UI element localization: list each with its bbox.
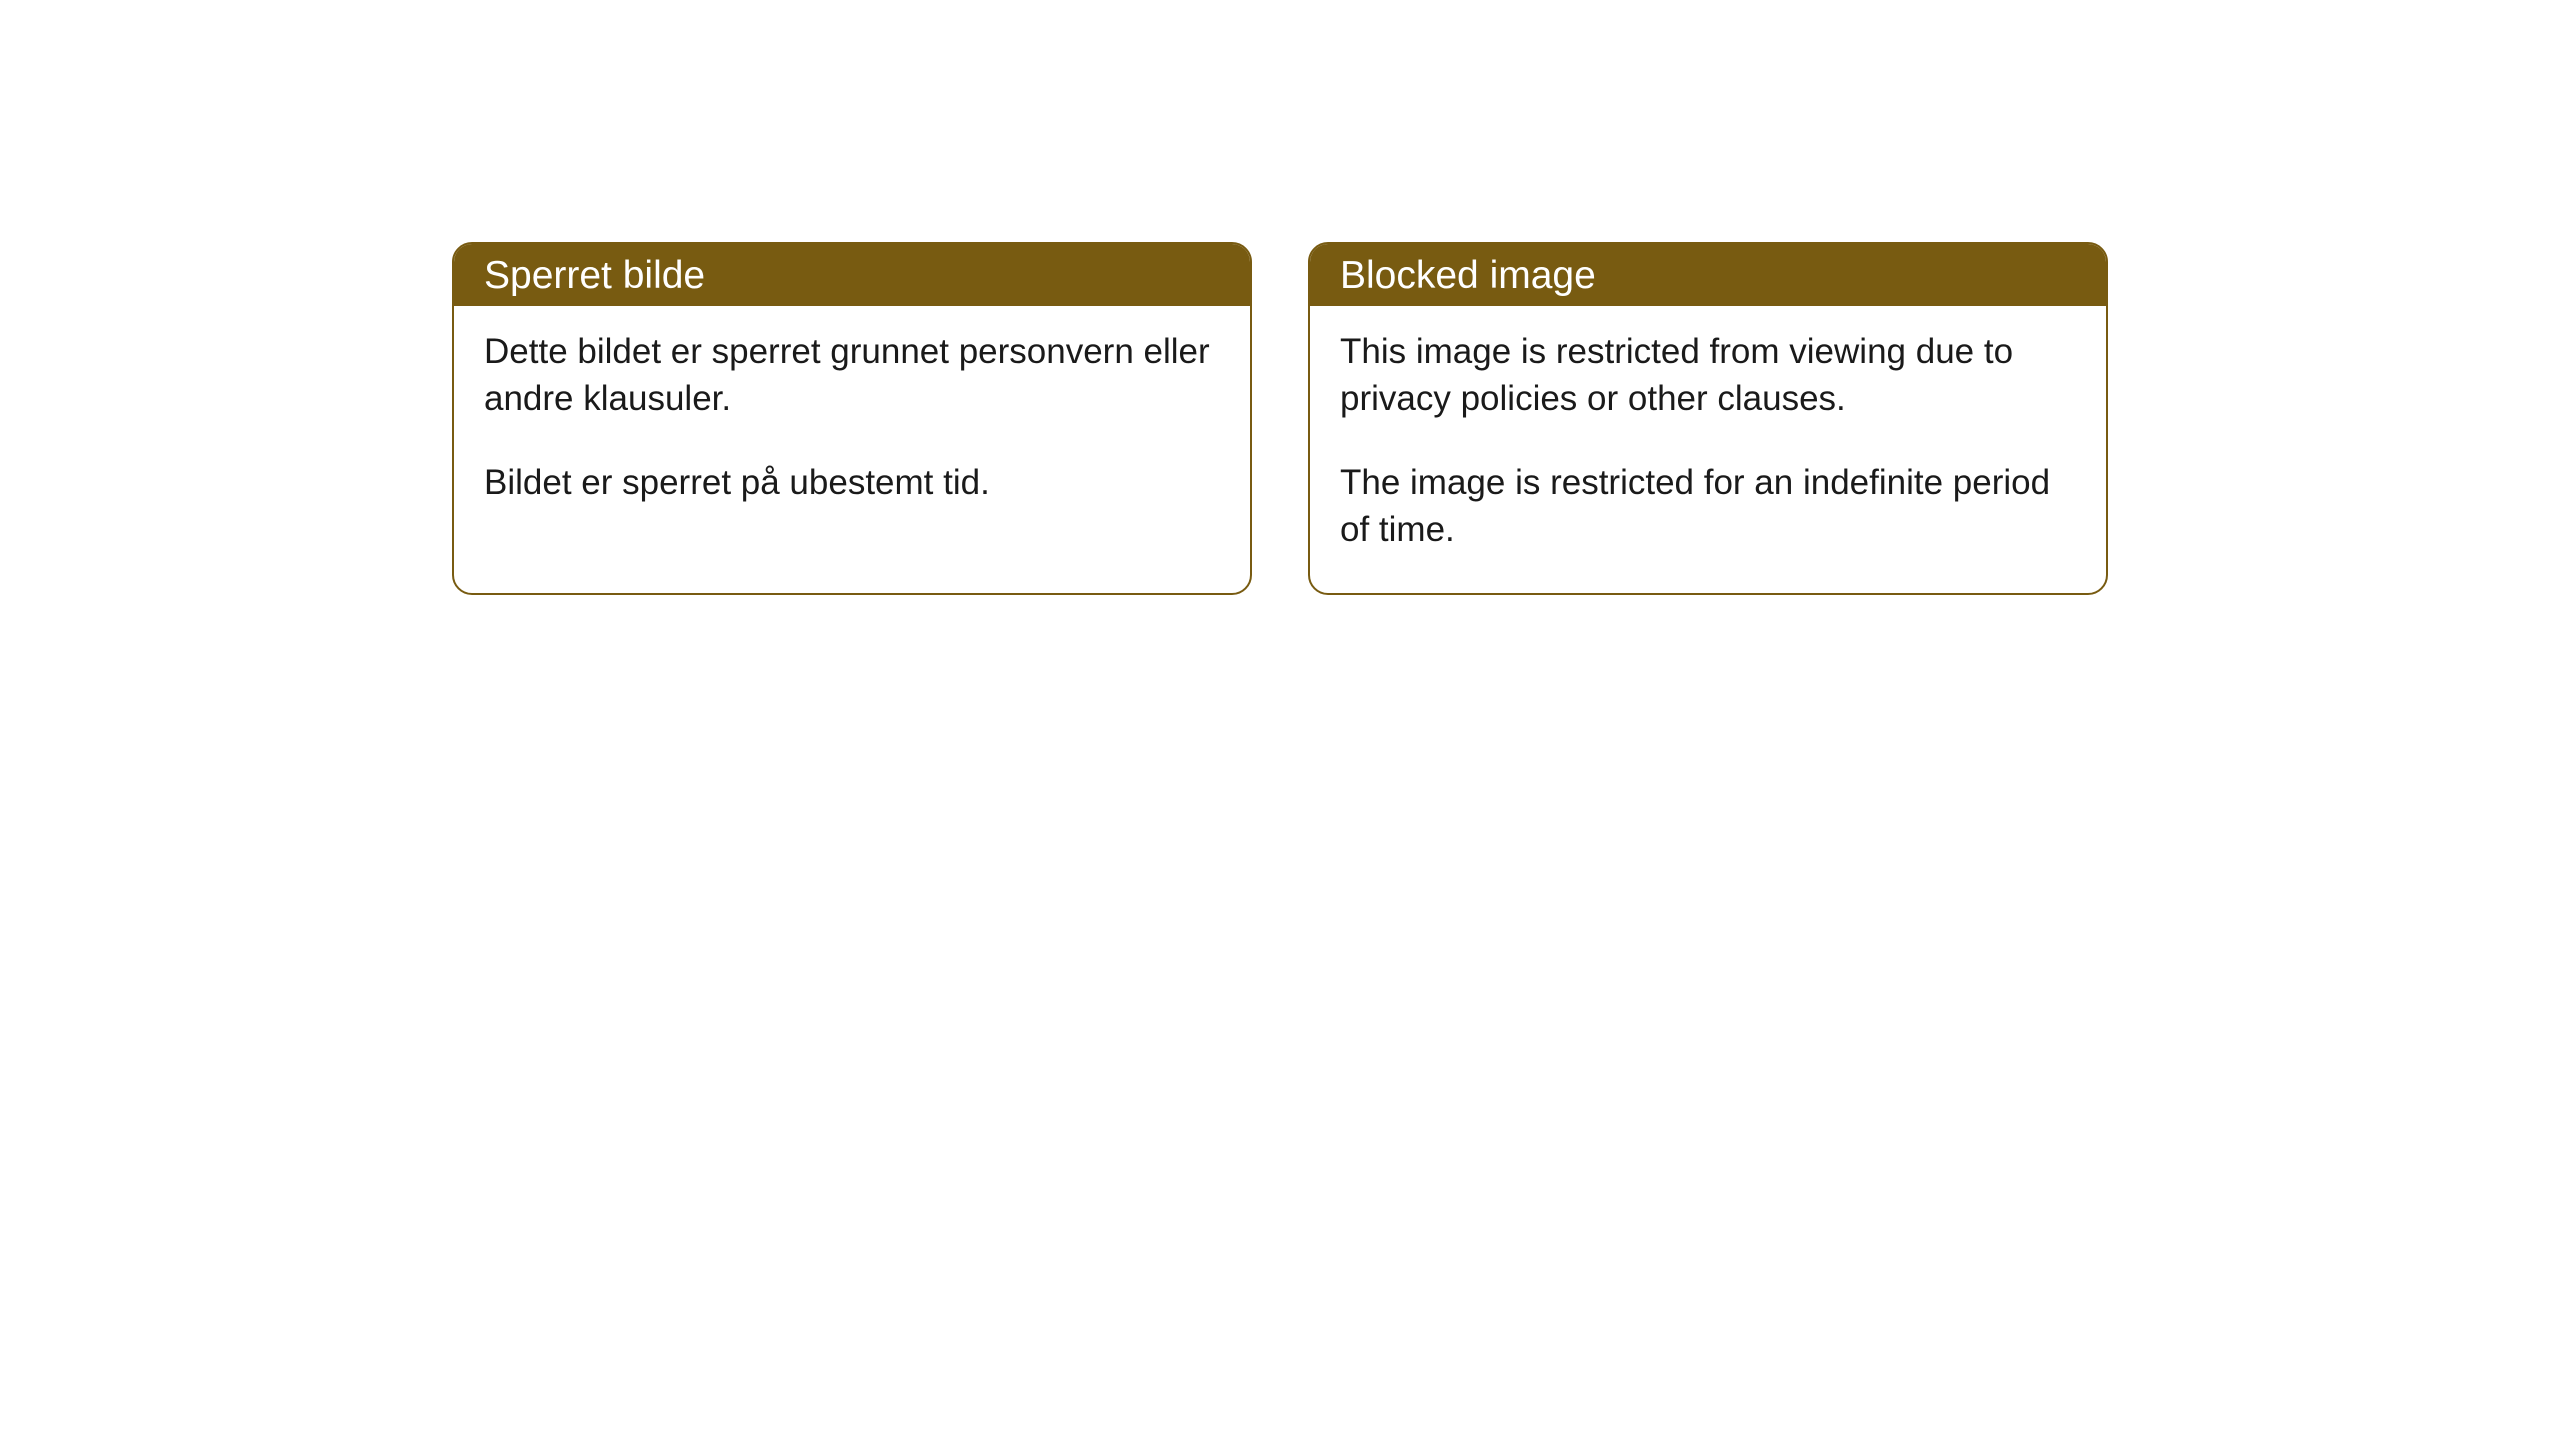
notice-cards-container: Sperret bilde Dette bildet er sperret gr…: [0, 0, 2560, 595]
card-header: Blocked image: [1310, 244, 2106, 306]
card-paragraph: Bildet er sperret på ubestemt tid.: [484, 459, 1220, 506]
card-paragraph: Dette bildet er sperret grunnet personve…: [484, 328, 1220, 423]
card-title: Sperret bilde: [484, 254, 705, 297]
card-body: Dette bildet er sperret grunnet personve…: [454, 306, 1250, 546]
card-paragraph: The image is restricted for an indefinit…: [1340, 459, 2076, 554]
card-title: Blocked image: [1340, 254, 1596, 297]
card-paragraph: This image is restricted from viewing du…: [1340, 328, 2076, 423]
blocked-image-card-english: Blocked image This image is restricted f…: [1308, 242, 2108, 595]
card-body: This image is restricted from viewing du…: [1310, 306, 2106, 593]
card-header: Sperret bilde: [454, 244, 1250, 306]
blocked-image-card-norwegian: Sperret bilde Dette bildet er sperret gr…: [452, 242, 1252, 595]
